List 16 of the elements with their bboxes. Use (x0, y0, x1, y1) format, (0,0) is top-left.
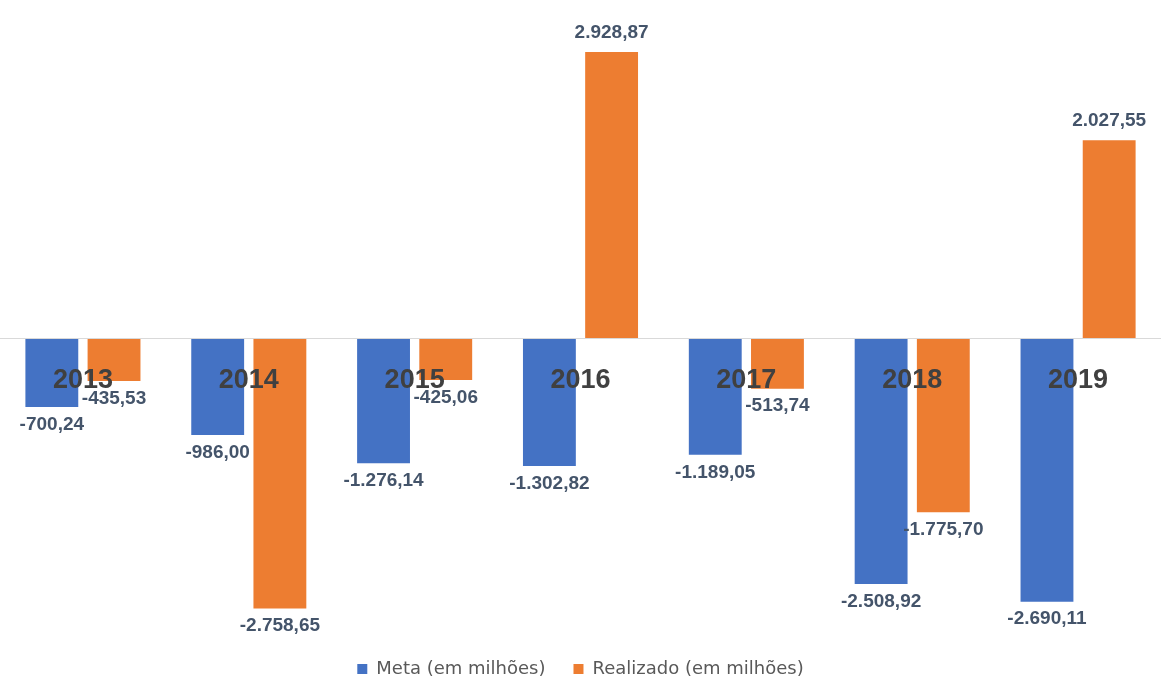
x-tick-label: 2018 (882, 363, 943, 394)
data-label: -2.690,11 (1007, 607, 1088, 629)
data-label: -700,24 (19, 412, 85, 434)
data-label: -1.189,05 (675, 460, 756, 482)
data-label: -2.758,65 (239, 614, 321, 636)
data-label: -1.276,14 (343, 469, 425, 491)
x-tick-label: 2014 (218, 363, 279, 394)
data-label: -1.302,82 (509, 471, 590, 493)
legend-label: Meta (em milhões) (376, 656, 546, 678)
data-label: -986,00 (185, 440, 250, 462)
data-label: -2.508,92 (840, 589, 922, 611)
data-label: 2.027,55 (1072, 108, 1147, 130)
legend-label: Realizado (em milhões) (592, 656, 804, 678)
data-label: -513,74 (745, 394, 811, 416)
data-label: 2.928,87 (574, 20, 649, 42)
x-tick-label: 2017 (716, 363, 777, 394)
